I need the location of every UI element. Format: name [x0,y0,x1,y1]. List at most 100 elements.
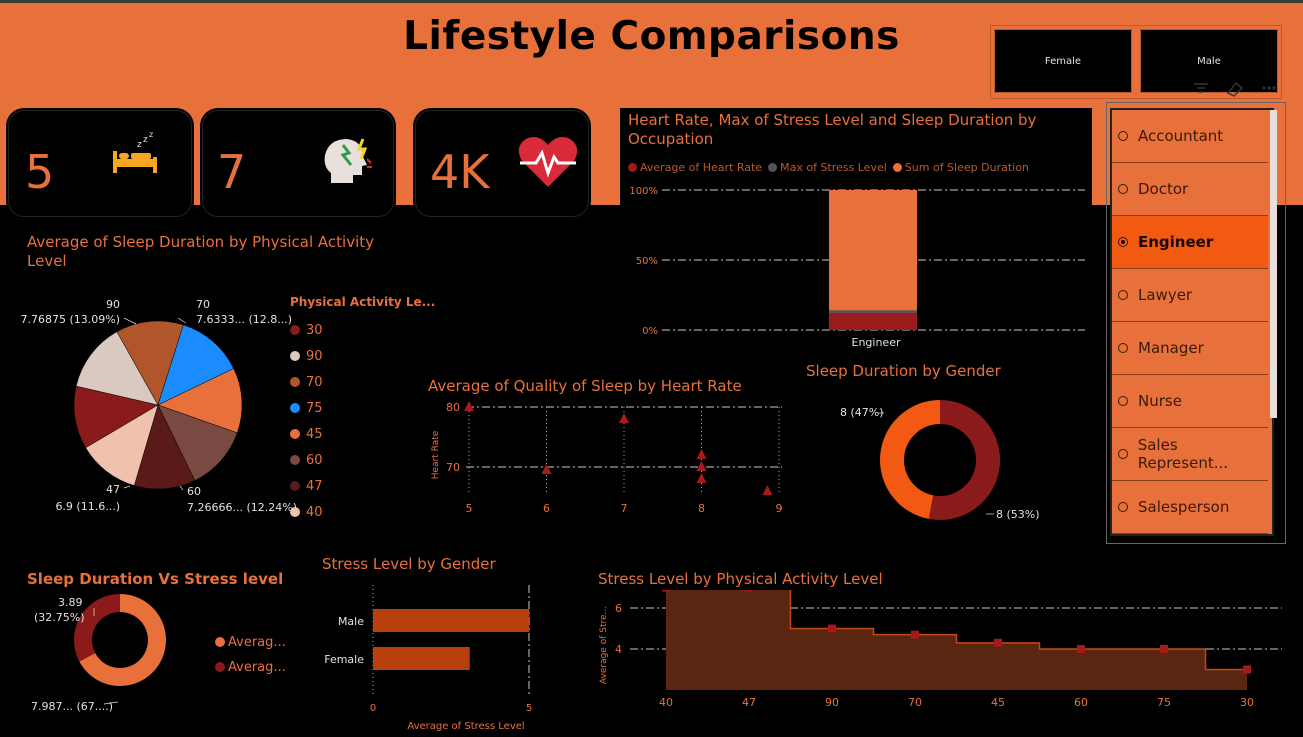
kpi-card-stress: 7 [202,110,394,217]
stack-legend-item[interactable]: Average of Heart Rate [628,161,762,174]
step-point[interactable] [911,630,919,639]
y-tick-label: 100% [629,186,658,197]
male-button[interactable]: Male [1140,29,1278,93]
stack-segment[interactable] [829,313,917,330]
radio-icon[interactable] [1118,131,1128,141]
pie-legend-item[interactable]: 60 [290,447,323,473]
pie-slice-30[interactable] [73,385,159,449]
leader-line [103,701,119,705]
scatter-point[interactable] [464,401,474,411]
scatter-point[interactable] [762,485,773,495]
sleep-icon: z zz [113,131,157,173]
scatter-point[interactable] [541,464,552,474]
step-point[interactable] [1077,645,1085,653]
scatter-point[interactable] [619,413,629,423]
slicer-item-accountant[interactable]: Accountant [1112,110,1268,163]
gender-donut-slice-male[interactable] [928,400,1000,520]
legend-dot-icon [290,507,300,517]
donut2-legend-label[interactable]: Averag... [228,635,286,650]
pie-data-label: 7.26666... (12.24%) [187,501,297,514]
slicer-item-sales-represent[interactable]: Sales Represent... [1112,428,1268,481]
step-point[interactable] [994,638,1002,647]
radio-icon[interactable] [1118,237,1128,247]
y-tick-label: 70 [446,461,460,474]
pie-legend-item[interactable]: 75 [290,395,323,421]
stack-segment[interactable] [829,190,917,311]
legend-dot-icon [290,455,300,465]
kpi-card-heart: 4K [415,110,589,217]
pie-legend-item[interactable]: 90 [290,343,323,369]
stack-legend-item[interactable]: Sum of Sleep Duration [892,161,1029,174]
legend-dot-icon [290,429,300,439]
scatter-point[interactable] [696,449,707,459]
pie-legend-title: Physical Activity Le... [290,295,436,309]
pie-slice-47[interactable] [133,404,196,490]
step-point[interactable] [1243,665,1251,674]
filter-icon[interactable] [1194,83,1208,93]
scatter-point[interactable] [696,461,707,471]
pie-leader-line [179,485,184,491]
pie-legend-item[interactable]: 45 [290,421,323,447]
stack-legend-label: Sum of Sleep Duration [904,161,1029,174]
donut2-slice[interactable] [79,594,166,686]
pie-slice-40[interactable] [85,404,159,486]
y-tick-label: 6 [615,602,622,615]
x-tick-label: 8 [698,502,705,515]
pie-slice-45[interactable] [157,368,243,434]
svg-text:z: z [149,131,153,139]
pie-slice-75[interactable] [157,324,234,406]
slicer-item-label: Manager [1138,339,1204,357]
step-point[interactable] [1160,645,1168,653]
hbar-female[interactable] [373,647,470,670]
legend-dot-icon [290,351,300,361]
slicer-item-salesperson[interactable]: Salesperson [1112,481,1268,534]
slicer-item-nurse[interactable]: Nurse [1112,375,1268,428]
slicer-item-engineer[interactable]: Engineer [1112,216,1268,269]
step-point[interactable] [745,590,753,592]
legend-dot-icon [290,481,300,491]
stack-legend-label: Max of Stress Level [780,161,887,174]
radio-icon[interactable] [1118,343,1128,353]
slicer-scrollbar[interactable] [1270,110,1277,418]
stacked-bar-chart: 100% 50% 0% Engineer [629,186,1085,349]
donut-data-label: 7.987... (67....) [31,700,113,713]
step-point[interactable] [828,624,836,633]
donut2-slice[interactable] [73,594,120,662]
more-options-icon[interactable] [1262,86,1276,90]
female-button[interactable]: Female [994,29,1132,93]
step-point[interactable] [662,590,670,592]
pie-legend-item[interactable]: 70 [290,369,323,395]
pie-legend-label: 40 [306,504,323,520]
pie-legend-label: 90 [306,348,323,364]
radio-icon[interactable] [1118,502,1128,512]
gender-slicer-frame [990,25,1282,99]
slicer-item-lawyer[interactable]: Lawyer [1112,269,1268,322]
slicer-item-manager[interactable]: Manager [1112,322,1268,375]
x-tick-label: 30 [1240,696,1254,709]
radio-icon[interactable] [1118,290,1128,300]
stack-legend-item[interactable]: Max of Stress Level [768,161,887,174]
radio-icon[interactable] [1118,449,1128,459]
legend-dot-icon [290,403,300,413]
slicer-item-doctor[interactable]: Doctor [1112,163,1268,216]
pie-chart-title: Average of Sleep Duration by Physical Ac… [27,233,374,270]
stack-segment[interactable] [829,310,917,314]
gender-donut-slice-female[interactable] [879,400,940,519]
radio-icon[interactable] [1118,184,1128,194]
eraser-icon[interactable] [1226,81,1244,97]
gender-donut-title: Sleep Duration by Gender [806,362,1001,380]
stress-head-icon [324,138,372,183]
pie-legend-label: 45 [306,426,323,442]
scatter-chart: 80 70 5 6 7 8 9 Heart Rate [431,401,783,515]
pie-slice-90[interactable] [75,331,159,406]
donut2-legend-label[interactable]: Averag... [228,660,286,675]
pie-legend-item[interactable]: 40 [290,499,323,525]
pie-legend-item[interactable]: 47 [290,473,323,499]
scatter-point[interactable] [696,473,707,483]
pie-legend-item[interactable]: 30 [290,317,323,343]
radio-icon[interactable] [1118,396,1128,406]
donut-data-label: (32.75%) [34,611,85,624]
pie-slice-60[interactable] [157,404,238,481]
pie-slice-70[interactable] [116,320,184,406]
hbar-male[interactable] [373,609,529,632]
